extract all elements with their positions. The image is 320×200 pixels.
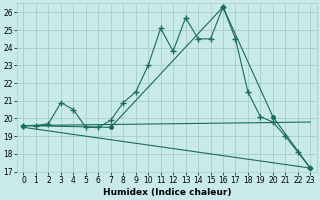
- X-axis label: Humidex (Indice chaleur): Humidex (Indice chaleur): [103, 188, 231, 197]
